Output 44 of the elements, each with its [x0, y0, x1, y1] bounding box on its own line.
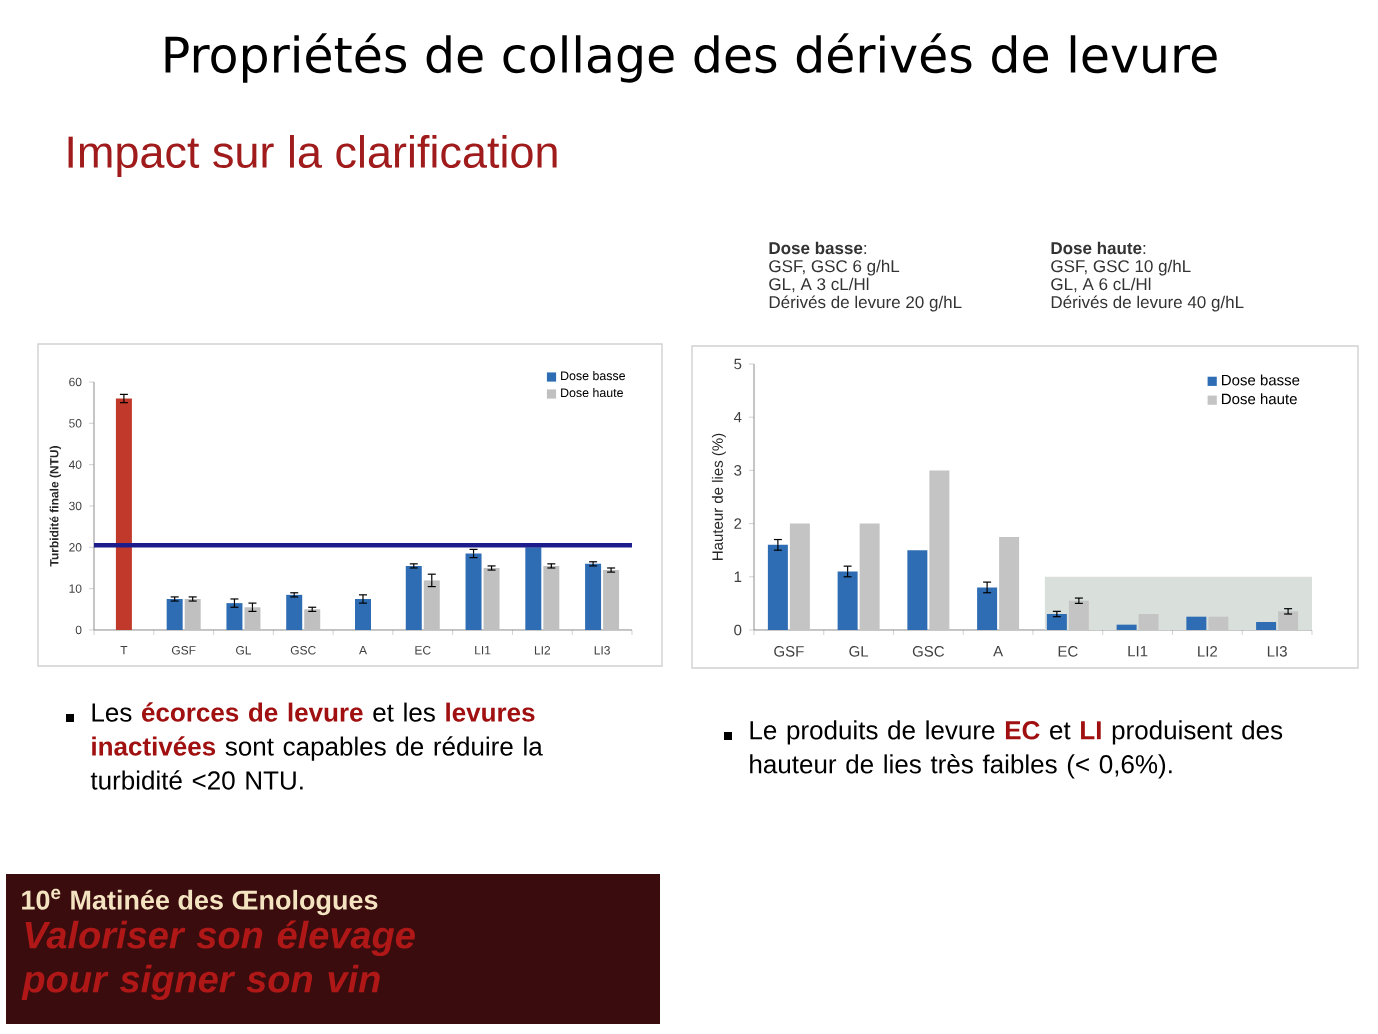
bar — [1256, 622, 1277, 630]
chart-subtitle: Impact sur la clarification — [68, 135, 557, 177]
bar — [184, 598, 201, 630]
text: Dérivés de levure 40 g/hL — [1051, 295, 1244, 312]
text: GL, A 6 cL/Hl — [1051, 277, 1151, 293]
bar — [543, 565, 560, 630]
text: GSF, GSC 6 g/hL — [769, 259, 900, 276]
text: Dose basse: — [769, 241, 867, 255]
text: Dose haute: — [1051, 241, 1146, 255]
bar — [1186, 616, 1207, 630]
bar — [789, 523, 810, 630]
bar — [977, 587, 998, 630]
bar — [423, 580, 440, 630]
bar — [286, 594, 303, 630]
bar — [929, 470, 950, 630]
bar — [1208, 616, 1229, 630]
text: GSF, GSC 10 g/hL — [1051, 259, 1191, 276]
bar — [999, 536, 1020, 630]
bar — [525, 547, 542, 630]
bar — [226, 603, 243, 630]
bar — [1278, 611, 1299, 630]
text: Valoriser son élevage pour signer son vin — [21, 920, 415, 1001]
text: Dérivés de levure 20 g/hL — [769, 295, 962, 312]
bar — [1068, 600, 1089, 630]
text: Le produits de levure EC et LI produisent des hauteur de lies très faibles (< 0,6%). — [750, 720, 1283, 779]
bar — [405, 565, 422, 630]
bar — [837, 571, 858, 630]
bar — [1138, 614, 1159, 630]
bar — [603, 570, 620, 630]
bar — [304, 609, 321, 630]
bar — [166, 598, 183, 630]
bar — [907, 550, 928, 630]
text: GL, A 3 cL/Hl — [769, 277, 869, 293]
bar — [465, 553, 482, 630]
bar — [585, 563, 602, 630]
bar — [1116, 624, 1137, 630]
bar — [859, 523, 880, 630]
bar — [767, 544, 788, 630]
bar — [244, 607, 261, 630]
chart-title: Propriétés de collage des dérivés de levure — [165, 33, 1217, 83]
bar — [483, 567, 500, 630]
text: Les écorces de levure et les levures inactivées sont capables de réduire la turbidité <20 NTU. — [90, 702, 543, 790]
bar — [1046, 614, 1067, 630]
text: 10$^{e}$ Matinée des Œnologues — [22, 888, 378, 916]
